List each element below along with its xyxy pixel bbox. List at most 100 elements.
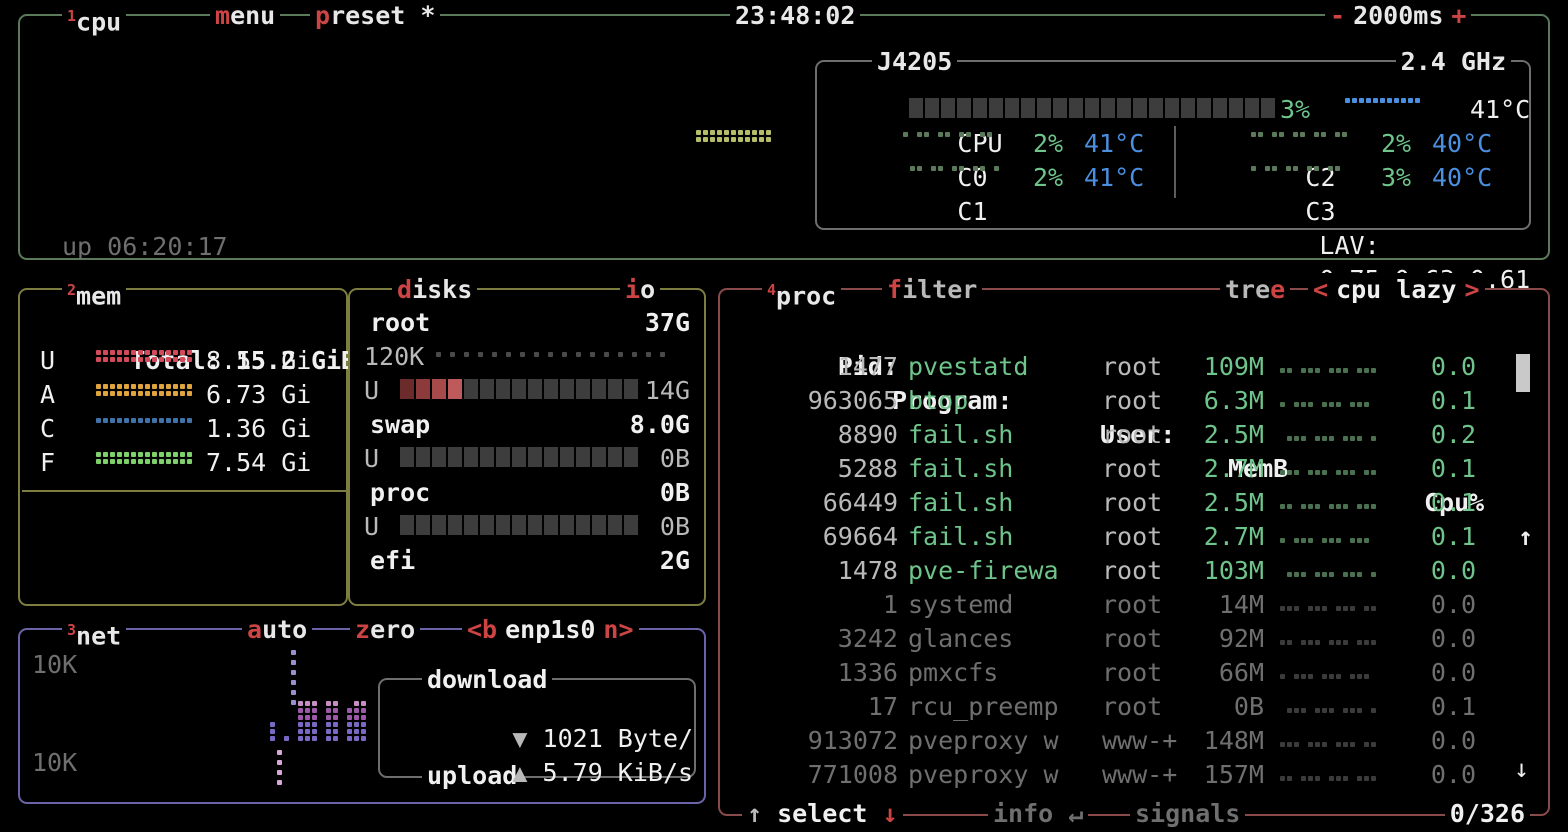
net-scale-top: 10K <box>32 650 78 679</box>
graph-dot <box>1387 98 1392 103</box>
cpu-box-number: 1 <box>67 7 77 25</box>
graph-dot <box>1357 640 1362 645</box>
graph-dot <box>138 350 143 355</box>
graph-dot <box>152 357 157 362</box>
graph-dot <box>1364 674 1369 679</box>
cell-mem: 148M <box>1203 726 1264 755</box>
net-auto-button[interactable]: auto <box>242 613 313 647</box>
proc-filter-button[interactable]: filter <box>882 273 983 307</box>
graph-dot <box>103 357 108 362</box>
graph-dot <box>103 384 108 389</box>
net-iface-next-button[interactable]: n> <box>603 615 634 644</box>
proc-sort-prev-button[interactable]: < <box>1313 275 1329 304</box>
graph-dot <box>1336 470 1341 475</box>
net-graph-dot <box>270 736 275 741</box>
cell-program: btop <box>908 386 969 415</box>
graph-dot <box>1371 572 1376 577</box>
meter-block <box>624 379 638 399</box>
cell-cpu-graph <box>1280 640 1390 652</box>
disk-name: swap <box>370 410 431 439</box>
net-graph-dot <box>305 736 310 741</box>
meter-block <box>592 515 606 535</box>
graph-dot <box>1350 402 1355 407</box>
proc-scrollbar[interactable] <box>1516 346 1530 794</box>
proc-footer-select[interactable]: ↑ select ↓ <box>742 797 903 831</box>
disks-box-title[interactable]: disks <box>392 273 478 307</box>
core-label-c3: C3 <box>1305 197 1336 226</box>
disk-io-graph <box>436 352 686 364</box>
graph-dot <box>1364 470 1369 475</box>
graph-dot <box>145 350 150 355</box>
column-header-program[interactable]: Program: <box>892 386 1013 415</box>
meter-block <box>624 447 638 467</box>
proc-scroll-down-icon[interactable]: ↓ <box>1514 754 1530 783</box>
graph-dot <box>138 418 143 423</box>
graph-dot <box>180 357 185 362</box>
uptime-label: up 06:20:17 <box>62 232 228 261</box>
cell-user: root <box>1102 658 1163 687</box>
disk-used-label: U <box>364 376 380 405</box>
upload-arrow-icon: ▲ <box>512 758 528 787</box>
graph-dot <box>152 459 157 464</box>
proc-tree-button[interactable]: tree <box>1220 273 1291 307</box>
graph-dot <box>1342 132 1347 137</box>
cpu-menu-button[interactable]: menu <box>210 0 281 33</box>
graph-dot <box>1343 572 1348 577</box>
meter-block <box>1117 98 1131 118</box>
column-header-memb[interactable]: MemB <box>1228 454 1289 483</box>
graph-dot <box>138 452 143 457</box>
cell-user: root <box>1102 454 1163 483</box>
column-header-cpu[interactable]: Cpu% <box>1424 488 1485 517</box>
cell-program: pveproxy w <box>908 726 1059 755</box>
cell-program: fail.sh <box>908 420 1014 449</box>
disks-io-button[interactable]: io <box>620 273 661 307</box>
graph-dot <box>1287 742 1292 747</box>
core-graph-c0 <box>903 132 1013 154</box>
graph-dot <box>173 452 178 457</box>
net-box-number: 3 <box>67 621 77 639</box>
cell-program: pveproxy w <box>908 760 1059 789</box>
cell-mem: 103M <box>1203 556 1264 585</box>
graph-dot <box>1280 470 1285 475</box>
update-plus-button[interactable]: + <box>1451 1 1467 30</box>
proc-sort-direction-icon[interactable]: ↑ <box>1518 522 1534 551</box>
graph-dot <box>738 130 743 135</box>
graph-dot <box>1350 606 1355 611</box>
proc-footer-info[interactable]: info ↵ <box>988 797 1089 831</box>
net-iface-prev-button[interactable]: <b <box>467 615 498 644</box>
cell-mem: 92M <box>1218 624 1264 653</box>
disk-usage-meter <box>400 447 638 467</box>
graph-dot <box>1394 98 1399 103</box>
meter-block <box>576 447 590 467</box>
mem-row-key: C <box>40 414 56 443</box>
net-box-title: net <box>76 621 122 651</box>
proc-footer-signals[interactable]: signals <box>1130 797 1246 831</box>
graph-dot <box>618 352 623 357</box>
proc-sort-next-button[interactable]: > <box>1464 275 1480 304</box>
cell-cpu: 0.0 <box>1430 658 1476 687</box>
meter-block <box>1021 98 1035 118</box>
update-minus-button[interactable]: - <box>1330 1 1346 30</box>
cpu-preset-button[interactable]: preset * <box>310 0 441 33</box>
meter-block <box>1101 98 1115 118</box>
cell-cpu: 0.2 <box>1430 420 1476 449</box>
proc-column-headers: Pid: Program: User: MemB Cpu% ↑ <box>720 316 1533 588</box>
column-header-pid[interactable]: Pid: <box>837 352 898 381</box>
core-percent-c0: 2% <box>1033 129 1064 158</box>
proc-filter-label: ilter <box>902 275 978 304</box>
graph-dot <box>1371 470 1376 475</box>
net-zero-button[interactable]: zero <box>350 613 421 647</box>
download-arrow-icon: ▼ <box>512 724 528 753</box>
graph-dot <box>1329 504 1334 509</box>
mem-row-value: 6.73 Gi <box>206 380 312 409</box>
column-header-user[interactable]: User: <box>1100 420 1176 449</box>
graph-dot <box>632 352 637 357</box>
graph-dot <box>110 452 115 457</box>
graph-dot <box>166 384 171 389</box>
graph-dot <box>710 137 715 142</box>
meter-block <box>432 515 446 535</box>
graph-dot <box>173 459 178 464</box>
cell-program: pmxcfs <box>908 658 999 687</box>
proc-scrollbar-thumb[interactable] <box>1516 354 1530 392</box>
graph-dot <box>1265 166 1270 171</box>
